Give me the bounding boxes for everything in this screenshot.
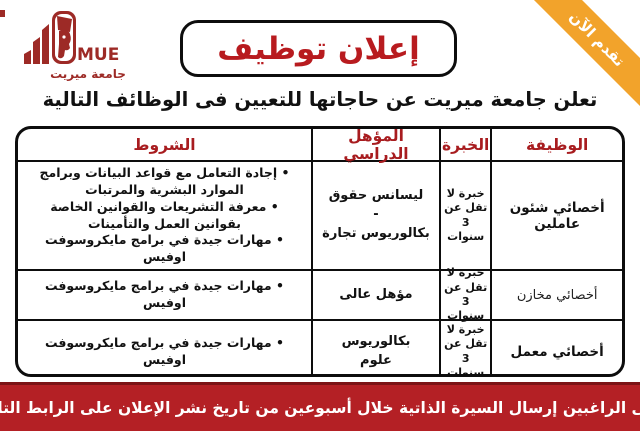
qualification-line: مؤهل عالى [339,286,413,302]
experience-cell: خبرة لا تقل عن 3 سنوات [439,321,490,374]
qualification-cell: مؤهل عالى [310,271,439,321]
job-title-cell: أخصائي معمل [490,321,622,374]
condition-item: مهارات جيدة في برامج مايكروسوفت اوفيس [26,278,303,312]
university-logo: MUE جامعة ميريت [18,8,126,82]
job-title-cell: أخصائي مخازن [490,271,622,321]
experience-cell: خبرة لا تقل عن 3 سنوات [439,266,491,322]
jobs-table: الوظيفة الخبرة المؤهل الدراسي الشروط أخص… [18,129,622,374]
conditions-cell: مهارات جيدة في برامج مايكروسوفت اوفيس [18,321,311,374]
qualification-line: ليسانس حقوق [328,188,424,204]
column-header-qualification: المؤهل الدراسي [310,129,439,163]
experience-cell: خبرة لا تقل عن 3 سنوات [439,162,491,271]
column-header-conditions: الشروط [18,129,311,162]
condition-item: مهارات جيدة في برامج مايكروسوفت اوفيس [26,335,303,369]
footer-bar: على الراغبين إرسال السيرة الذاتية خلال أ… [0,382,640,431]
column-header-job: الوظيفة [490,129,622,162]
condition-item: إجادة التعامل مع قواعد البيانات وبرامج ا… [26,165,303,199]
condition-item: مهارات جيدة في برامج مايكروسوفت اوفيس [26,232,303,266]
qualification-cell: ليسانس حقوق - بكالوريوس تجارة [310,162,439,271]
job-title-cell: أخصائي شئون عاملين [490,162,622,271]
title-box: إعلان توظيف [180,20,457,77]
conditions-cell: إجادة التعامل مع قواعد البيانات وبرامج ا… [18,162,311,271]
jobs-table-wrapper: الوظيفة الخبرة المؤهل الدراسي الشروط أخص… [15,126,625,377]
qualification-line: بكالوريوس تجارة [322,225,430,241]
logo-subtext: جامعة ميريت [50,67,126,81]
qualification-line: بكالوريوس [341,333,411,349]
edge-mark [0,10,5,17]
logo-text: MUE [77,45,119,65]
qualification-cell: بكالوريوس علوم [310,321,439,374]
footer-note: على الراغبين إرسال السيرة الذاتية خلال أ… [0,399,640,417]
column-header-experience: الخبرة [439,129,491,162]
conditions-cell: مهارات جيدة في برامج مايكروسوفت اوفيس [18,271,311,321]
subtitle: تعلن جامعة ميريت عن حاجاتها للتعيين فى ا… [42,88,598,111]
apply-now-label: تقدم الآن [565,7,629,71]
page-title: إعلان توظيف [217,30,420,67]
condition-item: معرفة التشريعات والقوانين الخاصة بقوانين… [26,199,303,233]
nefertiti-logo-icon: MUE جامعة ميريت [24,11,126,81]
qualification-line: علوم [360,352,392,368]
qualification-line: - [373,207,379,223]
